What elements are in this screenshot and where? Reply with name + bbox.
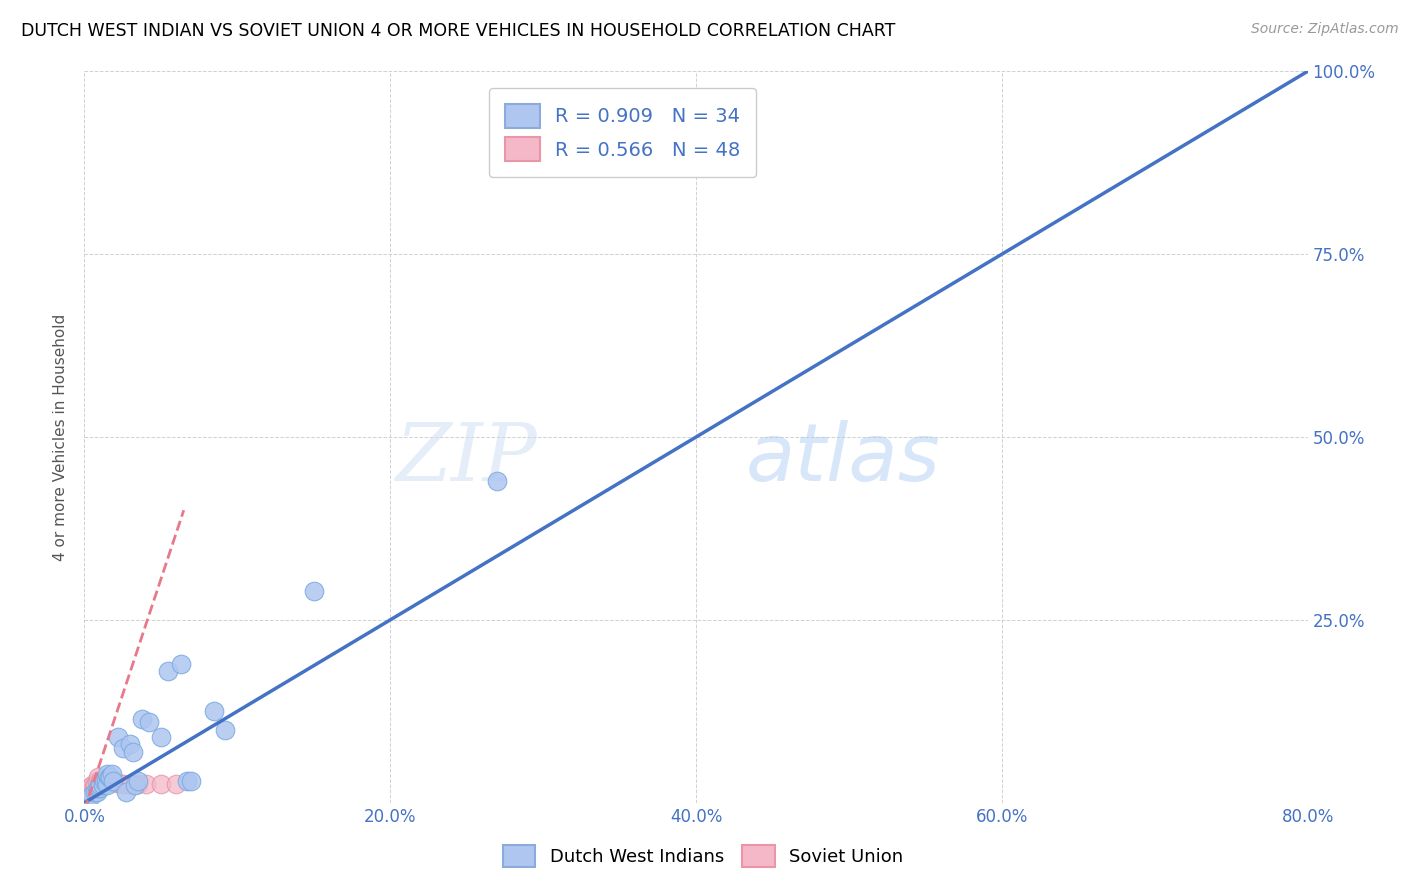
Point <box>94 773 117 788</box>
Point <box>202 705 225 719</box>
Point <box>75 792 97 806</box>
Point <box>73 785 96 799</box>
Point <box>138 715 160 730</box>
Point <box>79 780 101 794</box>
Point <box>73 789 96 804</box>
Point <box>131 712 153 726</box>
Point <box>75 785 97 799</box>
Point <box>91 777 114 792</box>
Y-axis label: 4 or more Vehicles in Household: 4 or more Vehicles in Household <box>53 313 69 561</box>
Point <box>80 789 103 803</box>
Point <box>96 766 118 780</box>
Point <box>176 773 198 788</box>
Point <box>104 775 127 789</box>
Point <box>124 777 146 792</box>
Text: DUTCH WEST INDIAN VS SOVIET UNION 4 OR MORE VEHICLES IN HOUSEHOLD CORRELATION CH: DUTCH WEST INDIAN VS SOVIET UNION 4 OR M… <box>21 22 896 40</box>
Point <box>111 740 134 755</box>
Point <box>89 773 111 788</box>
Point <box>103 773 125 788</box>
Point <box>89 777 111 792</box>
Point <box>97 773 120 788</box>
Point <box>86 785 108 799</box>
Point <box>135 777 157 791</box>
Point <box>122 745 145 759</box>
Legend: Dutch West Indians, Soviet Union: Dutch West Indians, Soviet Union <box>496 838 910 874</box>
Point <box>76 785 98 799</box>
Point <box>103 775 125 789</box>
Point <box>77 782 100 797</box>
Point <box>101 766 124 780</box>
Point <box>73 789 96 804</box>
Point <box>84 777 107 792</box>
Point <box>73 792 96 806</box>
Point <box>89 781 111 796</box>
Point <box>73 787 96 801</box>
Point <box>80 782 103 797</box>
Point <box>77 787 100 801</box>
Legend: R = 0.909   N = 34, R = 0.566   N = 48: R = 0.909 N = 34, R = 0.566 N = 48 <box>489 88 756 177</box>
Point <box>120 737 142 751</box>
Point <box>170 657 193 671</box>
Point <box>107 776 129 790</box>
Point <box>486 474 509 488</box>
Point <box>127 777 149 791</box>
Point <box>79 785 101 799</box>
Point <box>93 773 115 788</box>
Point <box>104 775 127 789</box>
Point <box>75 787 97 801</box>
Text: ZIP: ZIP <box>395 420 537 498</box>
Point <box>80 777 103 792</box>
Point <box>149 730 172 744</box>
Point <box>114 785 136 799</box>
Point <box>73 796 96 810</box>
Point <box>91 775 114 789</box>
Point <box>89 776 111 790</box>
Text: atlas: atlas <box>745 420 941 498</box>
Point <box>73 792 96 806</box>
Point <box>302 583 325 598</box>
Point <box>127 773 149 788</box>
Point <box>180 773 202 788</box>
Point <box>73 789 96 804</box>
Point <box>98 770 121 784</box>
Point <box>75 789 97 804</box>
Point <box>83 780 105 794</box>
Point <box>96 777 118 792</box>
Point <box>76 789 98 804</box>
Point <box>75 789 97 804</box>
Point <box>77 785 100 799</box>
Point <box>120 777 142 791</box>
Point <box>96 775 118 789</box>
Point <box>87 770 110 784</box>
Point <box>97 770 120 784</box>
Point <box>107 730 129 744</box>
Point <box>91 776 114 790</box>
Point <box>214 723 236 737</box>
Point <box>94 773 117 788</box>
Text: Source: ZipAtlas.com: Source: ZipAtlas.com <box>1251 22 1399 37</box>
Point <box>86 773 108 788</box>
Point <box>149 777 172 791</box>
Point <box>73 782 96 797</box>
Point <box>157 664 180 678</box>
Point <box>101 775 124 789</box>
Point <box>165 777 187 791</box>
Point <box>84 785 107 799</box>
Point <box>89 775 111 789</box>
Point <box>531 160 554 174</box>
Point <box>73 787 96 801</box>
Point <box>111 777 134 791</box>
Point <box>87 781 110 796</box>
Point <box>76 787 98 801</box>
